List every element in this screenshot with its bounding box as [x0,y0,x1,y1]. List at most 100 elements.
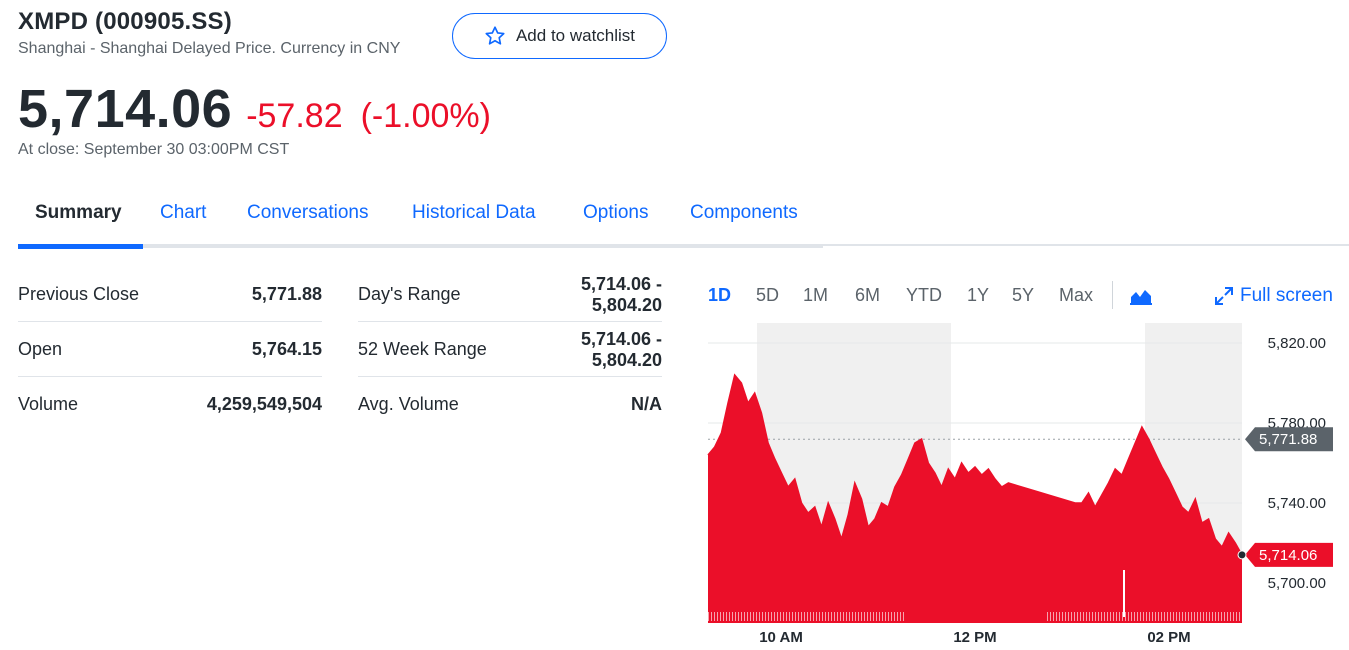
volume-bar [1191,612,1192,621]
x-tick-label: 12 PM [953,629,996,646]
volume-bar [1212,612,1213,621]
tab-historical-data[interactable]: Historical Data [412,202,536,223]
quote-header: XMPD (000905.SS) Shanghai - Shanghai Del… [18,8,400,58]
volume-bar [1125,612,1126,621]
volume-bar [1104,612,1105,621]
volume-bar [852,612,853,621]
add-to-watchlist-button[interactable]: Add to watchlist [452,13,667,59]
stat-row-open: Open 5,764.15 [18,323,322,377]
volume-bar [1062,612,1063,621]
fullscreen-label: Full screen [1240,285,1333,306]
y-tick-label: 5,700.00 [1268,575,1326,592]
stat-value: 5,764.15 [251,339,322,359]
volume-bar [1206,612,1207,621]
volume-bar [819,612,820,621]
volume-bar [813,612,814,621]
intraday-chart[interactable]: 5,820.005,780.005,740.005,700.00 10 AM 12… [700,315,1340,650]
volume-bar [837,612,838,621]
volume-bar [1053,612,1054,621]
volume-bar [1092,612,1093,621]
volume-bar [1047,612,1048,621]
x-tick-label: 02 PM [1147,629,1190,646]
tabs-divider-right [823,244,1349,246]
stat-label: Day's Range [358,284,461,304]
range-tab-1d[interactable]: 1D [708,285,732,305]
fullscreen-button[interactable]: Full screen [1214,285,1333,307]
volume-bar [1233,612,1234,621]
volume-bar [1182,612,1183,621]
volume-bar [834,612,835,621]
volume-bar [1089,612,1090,621]
volume-bar [1164,612,1165,621]
volume-bar [1218,612,1219,621]
volume-bar [1209,612,1210,621]
x-tick-label: 10 AM [759,629,803,646]
stat-row-previous-close: Previous Close 5,771.88 [18,268,322,322]
volume-bar [846,612,847,621]
volume-bar [1200,612,1201,621]
volume-bar [810,612,811,621]
volume-bar [795,612,796,621]
volume-bar [1236,612,1237,621]
volume-bar [741,612,742,621]
tab-options[interactable]: Options [583,202,649,223]
y-axis: 5,820.005,780.005,740.005,700.00 [1268,335,1326,592]
volume-bar [744,612,745,621]
stat-label: Volume [18,393,79,414]
volume-bar [897,612,898,621]
volume-bar [1152,612,1153,621]
volume-bar [1071,612,1072,621]
volume-bar [885,612,886,621]
stat-row-days-range: Day's Range 5,714.06 - 5,804.20 [358,268,662,322]
volume-bar [729,612,730,621]
range-tab-1y[interactable]: 1Y [967,285,990,305]
volume-bar [1098,612,1099,621]
volume-bar [789,612,790,621]
volume-bar [816,612,817,621]
volume-bar [774,612,775,621]
volume-bar [1179,612,1180,621]
volume-bar [1158,612,1159,621]
volume-bar [831,612,832,621]
volume-bar [762,612,763,621]
volume-bar [1119,612,1120,621]
tab-components[interactable]: Components [690,202,798,223]
volume-bar [1137,612,1138,621]
range-tab-1m[interactable]: 1M [803,285,829,305]
tab-chart[interactable]: Chart [160,202,207,223]
mountain-chart-icon[interactable] [1130,287,1152,305]
volume-bar [1050,612,1051,621]
volume-bar [1122,612,1123,621]
volume-bar [1116,612,1117,621]
tab-summary[interactable]: Summary [35,202,122,223]
stat-value-line1: 5,714.06 - [580,328,662,349]
volume-bar [1221,612,1222,621]
stat-label: Avg. Volume [358,393,459,414]
volume-bar [822,612,823,621]
volume-bar [807,612,808,621]
volume-bar [870,612,871,621]
stat-value: N/A [631,393,662,414]
volume-bar [876,612,877,621]
volume-bar [882,612,883,621]
volume-bar [1194,612,1195,621]
volume-bar [1188,612,1189,621]
range-tab-5d[interactable]: 5D [756,285,780,305]
volume-bar [894,612,895,621]
volume-bar [1056,612,1057,621]
volume-bar [1146,612,1147,621]
volume-bar [1170,612,1171,621]
close-time: At close: September 30 03:00PM CST [18,141,290,158]
y-tick-label: 5,740.00 [1268,495,1326,512]
range-tab-max[interactable]: Max [1059,285,1094,305]
volume-bar [1059,612,1060,621]
range-tab-5y[interactable]: 5Y [1012,285,1035,305]
range-tab-ytd[interactable]: YTD [906,285,942,305]
volume-bar [1176,612,1177,621]
volume-bar [768,612,769,621]
range-tab-6m[interactable]: 6M [855,285,881,305]
volume-bar [855,612,856,621]
tab-conversations[interactable]: Conversations [247,202,369,223]
price-line [707,373,1243,556]
volume-bar [708,612,709,621]
